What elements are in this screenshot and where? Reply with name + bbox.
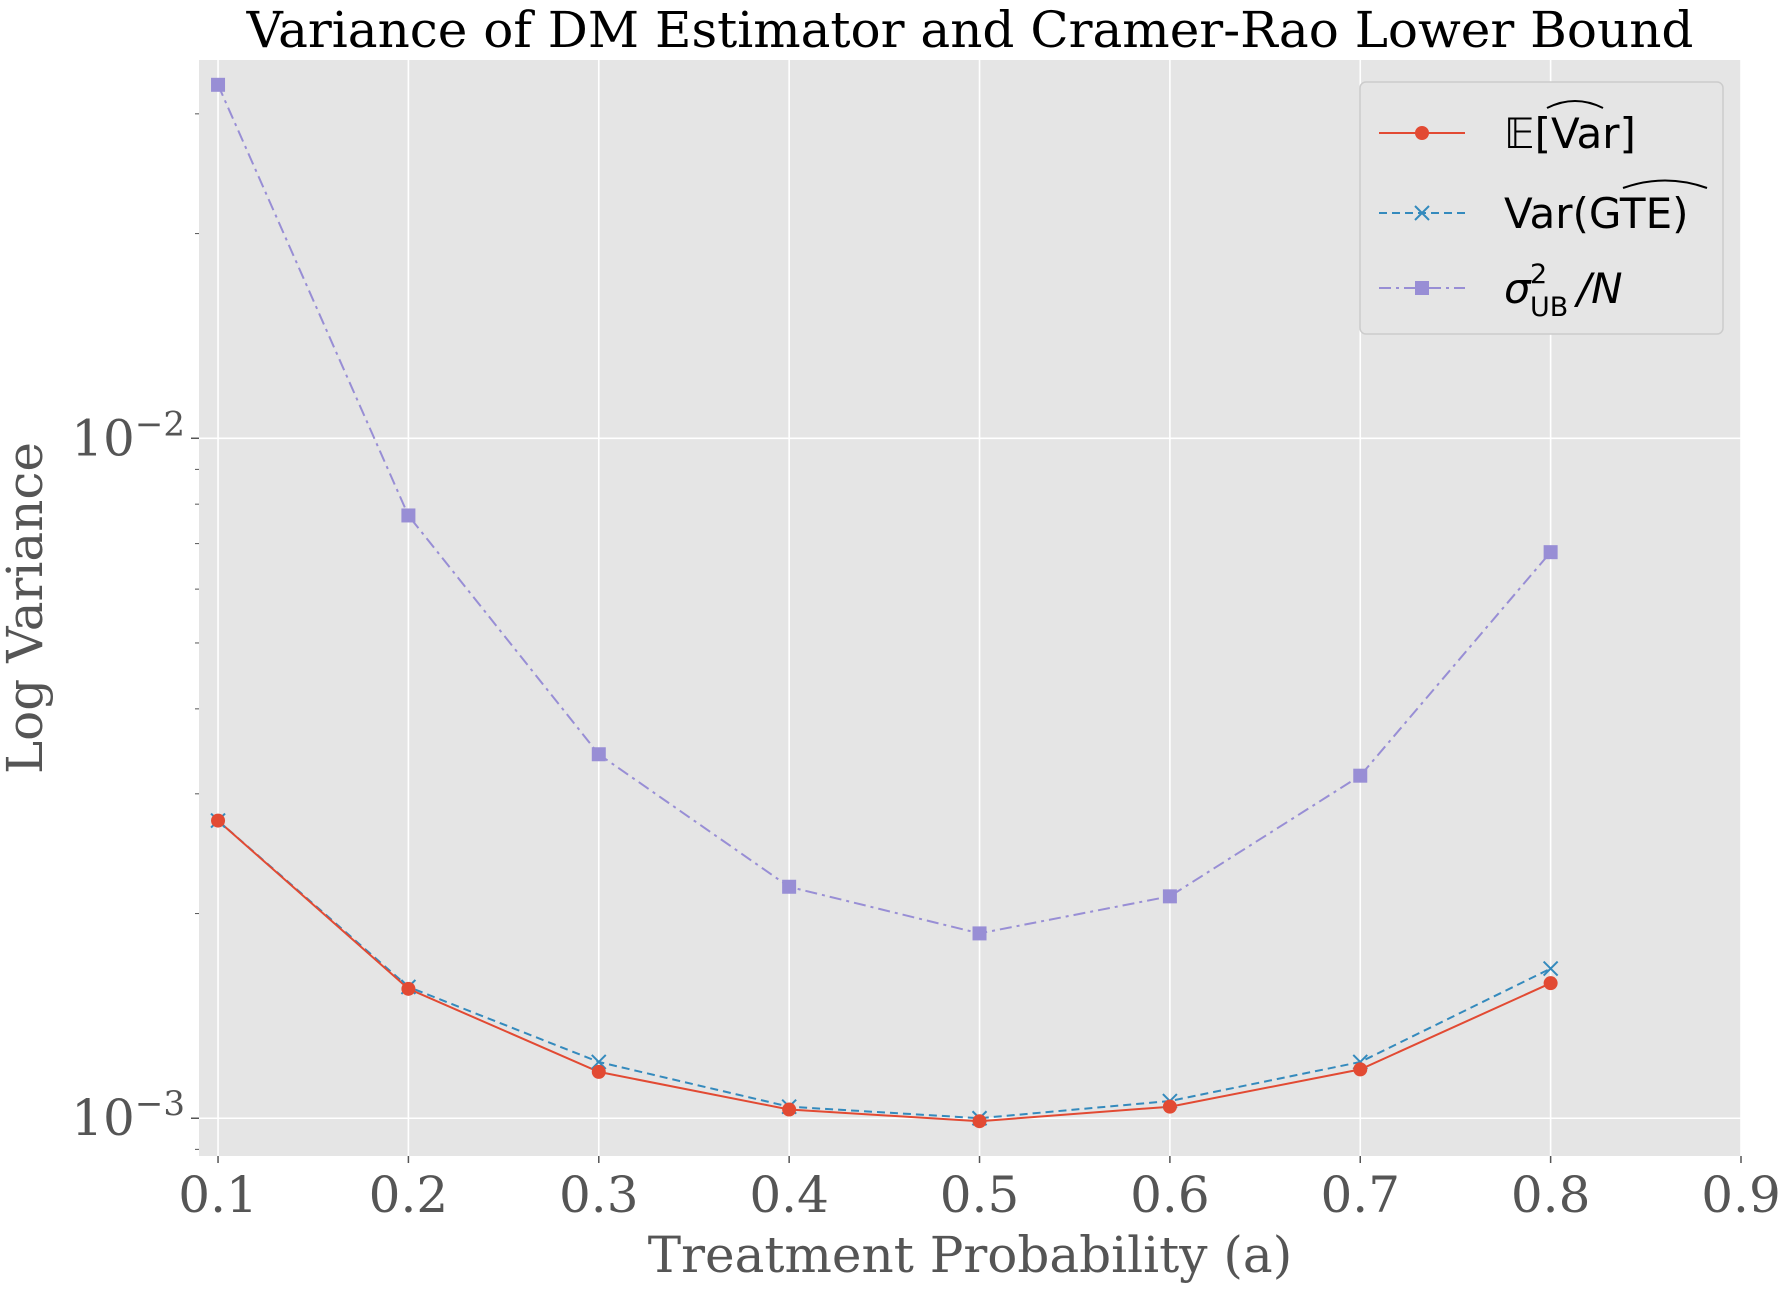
legend-label-3-sigma: σ bbox=[1504, 264, 1532, 313]
data-point-circle bbox=[211, 813, 226, 828]
data-point-circle bbox=[972, 1114, 987, 1129]
legend-hat-1 bbox=[1546, 100, 1604, 109]
x-tick-label: 0.8 bbox=[1511, 1166, 1591, 1224]
data-point-circle bbox=[1353, 1062, 1368, 1077]
data-point-x bbox=[1542, 960, 1559, 977]
y-tick-label: 10−3 bbox=[71, 1084, 185, 1147]
legend-label-3-tail: /N bbox=[1573, 264, 1623, 313]
series-markers bbox=[210, 77, 1559, 1129]
data-point-square bbox=[1353, 768, 1368, 783]
x-tick-label: 0.5 bbox=[940, 1166, 1020, 1224]
x-tick-label: 0.7 bbox=[1320, 1166, 1400, 1224]
legend-label-2: Var(GTE) bbox=[1504, 189, 1689, 238]
data-point-circle bbox=[401, 981, 416, 996]
data-point-circle bbox=[1543, 976, 1558, 991]
data-point-square bbox=[782, 879, 797, 894]
data-point-square bbox=[401, 508, 416, 523]
legend-hat-2 bbox=[1622, 179, 1708, 189]
legend-marker-1 bbox=[1415, 126, 1429, 140]
series-line-1 bbox=[217, 819, 1552, 1120]
x-axis-label: Treatment Probability (a) bbox=[648, 1226, 1292, 1284]
data-point-square bbox=[1162, 889, 1177, 904]
chart-title: Variance of DM Estimator and Cramer-Rao … bbox=[246, 1, 1694, 59]
series-line-2 bbox=[217, 84, 1552, 935]
x-tick-label: 0.9 bbox=[1701, 1166, 1781, 1224]
legend-label-3-sup: 2 bbox=[1530, 259, 1547, 290]
legend-entry-var-gte: Var(GTE) bbox=[1379, 179, 1708, 238]
data-point-square bbox=[1543, 545, 1558, 560]
data-point-circle bbox=[782, 1102, 797, 1117]
data-point-square bbox=[211, 77, 226, 92]
legend-label-3-sub: UB bbox=[1530, 292, 1568, 323]
y-axis: 10−2 10−3 bbox=[71, 113, 199, 1150]
series-lines bbox=[217, 84, 1552, 1123]
legend-entry-expected-var: 𝔼[Var] bbox=[1379, 100, 1636, 158]
legend-label-1: 𝔼[Var] bbox=[1504, 109, 1636, 158]
legend-marker-3 bbox=[1415, 281, 1429, 295]
y-tick-label: 10−2 bbox=[71, 404, 185, 467]
data-point-circle bbox=[591, 1064, 606, 1079]
legend-box bbox=[1359, 81, 1724, 335]
y-axis-label: Log Variance bbox=[0, 442, 54, 774]
data-point-x bbox=[591, 1054, 607, 1070]
legend: 𝔼[Var] Var(GTE) σ 2 UB /N bbox=[1359, 81, 1724, 335]
data-point-square bbox=[972, 926, 987, 941]
legend-entry-sigma-ub: σ 2 UB /N bbox=[1379, 259, 1623, 323]
legend-marker-2 bbox=[1414, 205, 1430, 221]
x-tick-label: 0.1 bbox=[178, 1166, 258, 1224]
x-axis: 0.1 0.2 0.3 0.4 0.5 0.6 0.7 0.8 0.9 bbox=[178, 1156, 1781, 1224]
x-tick-label: 0.2 bbox=[369, 1166, 449, 1224]
x-tick-label: 0.4 bbox=[749, 1166, 829, 1224]
data-point-square bbox=[591, 747, 606, 762]
data-point-circle bbox=[1162, 1099, 1177, 1114]
x-tick-label: 0.3 bbox=[559, 1166, 639, 1224]
x-tick-label: 0.6 bbox=[1130, 1166, 1210, 1224]
series-line-0 bbox=[217, 819, 1552, 1123]
